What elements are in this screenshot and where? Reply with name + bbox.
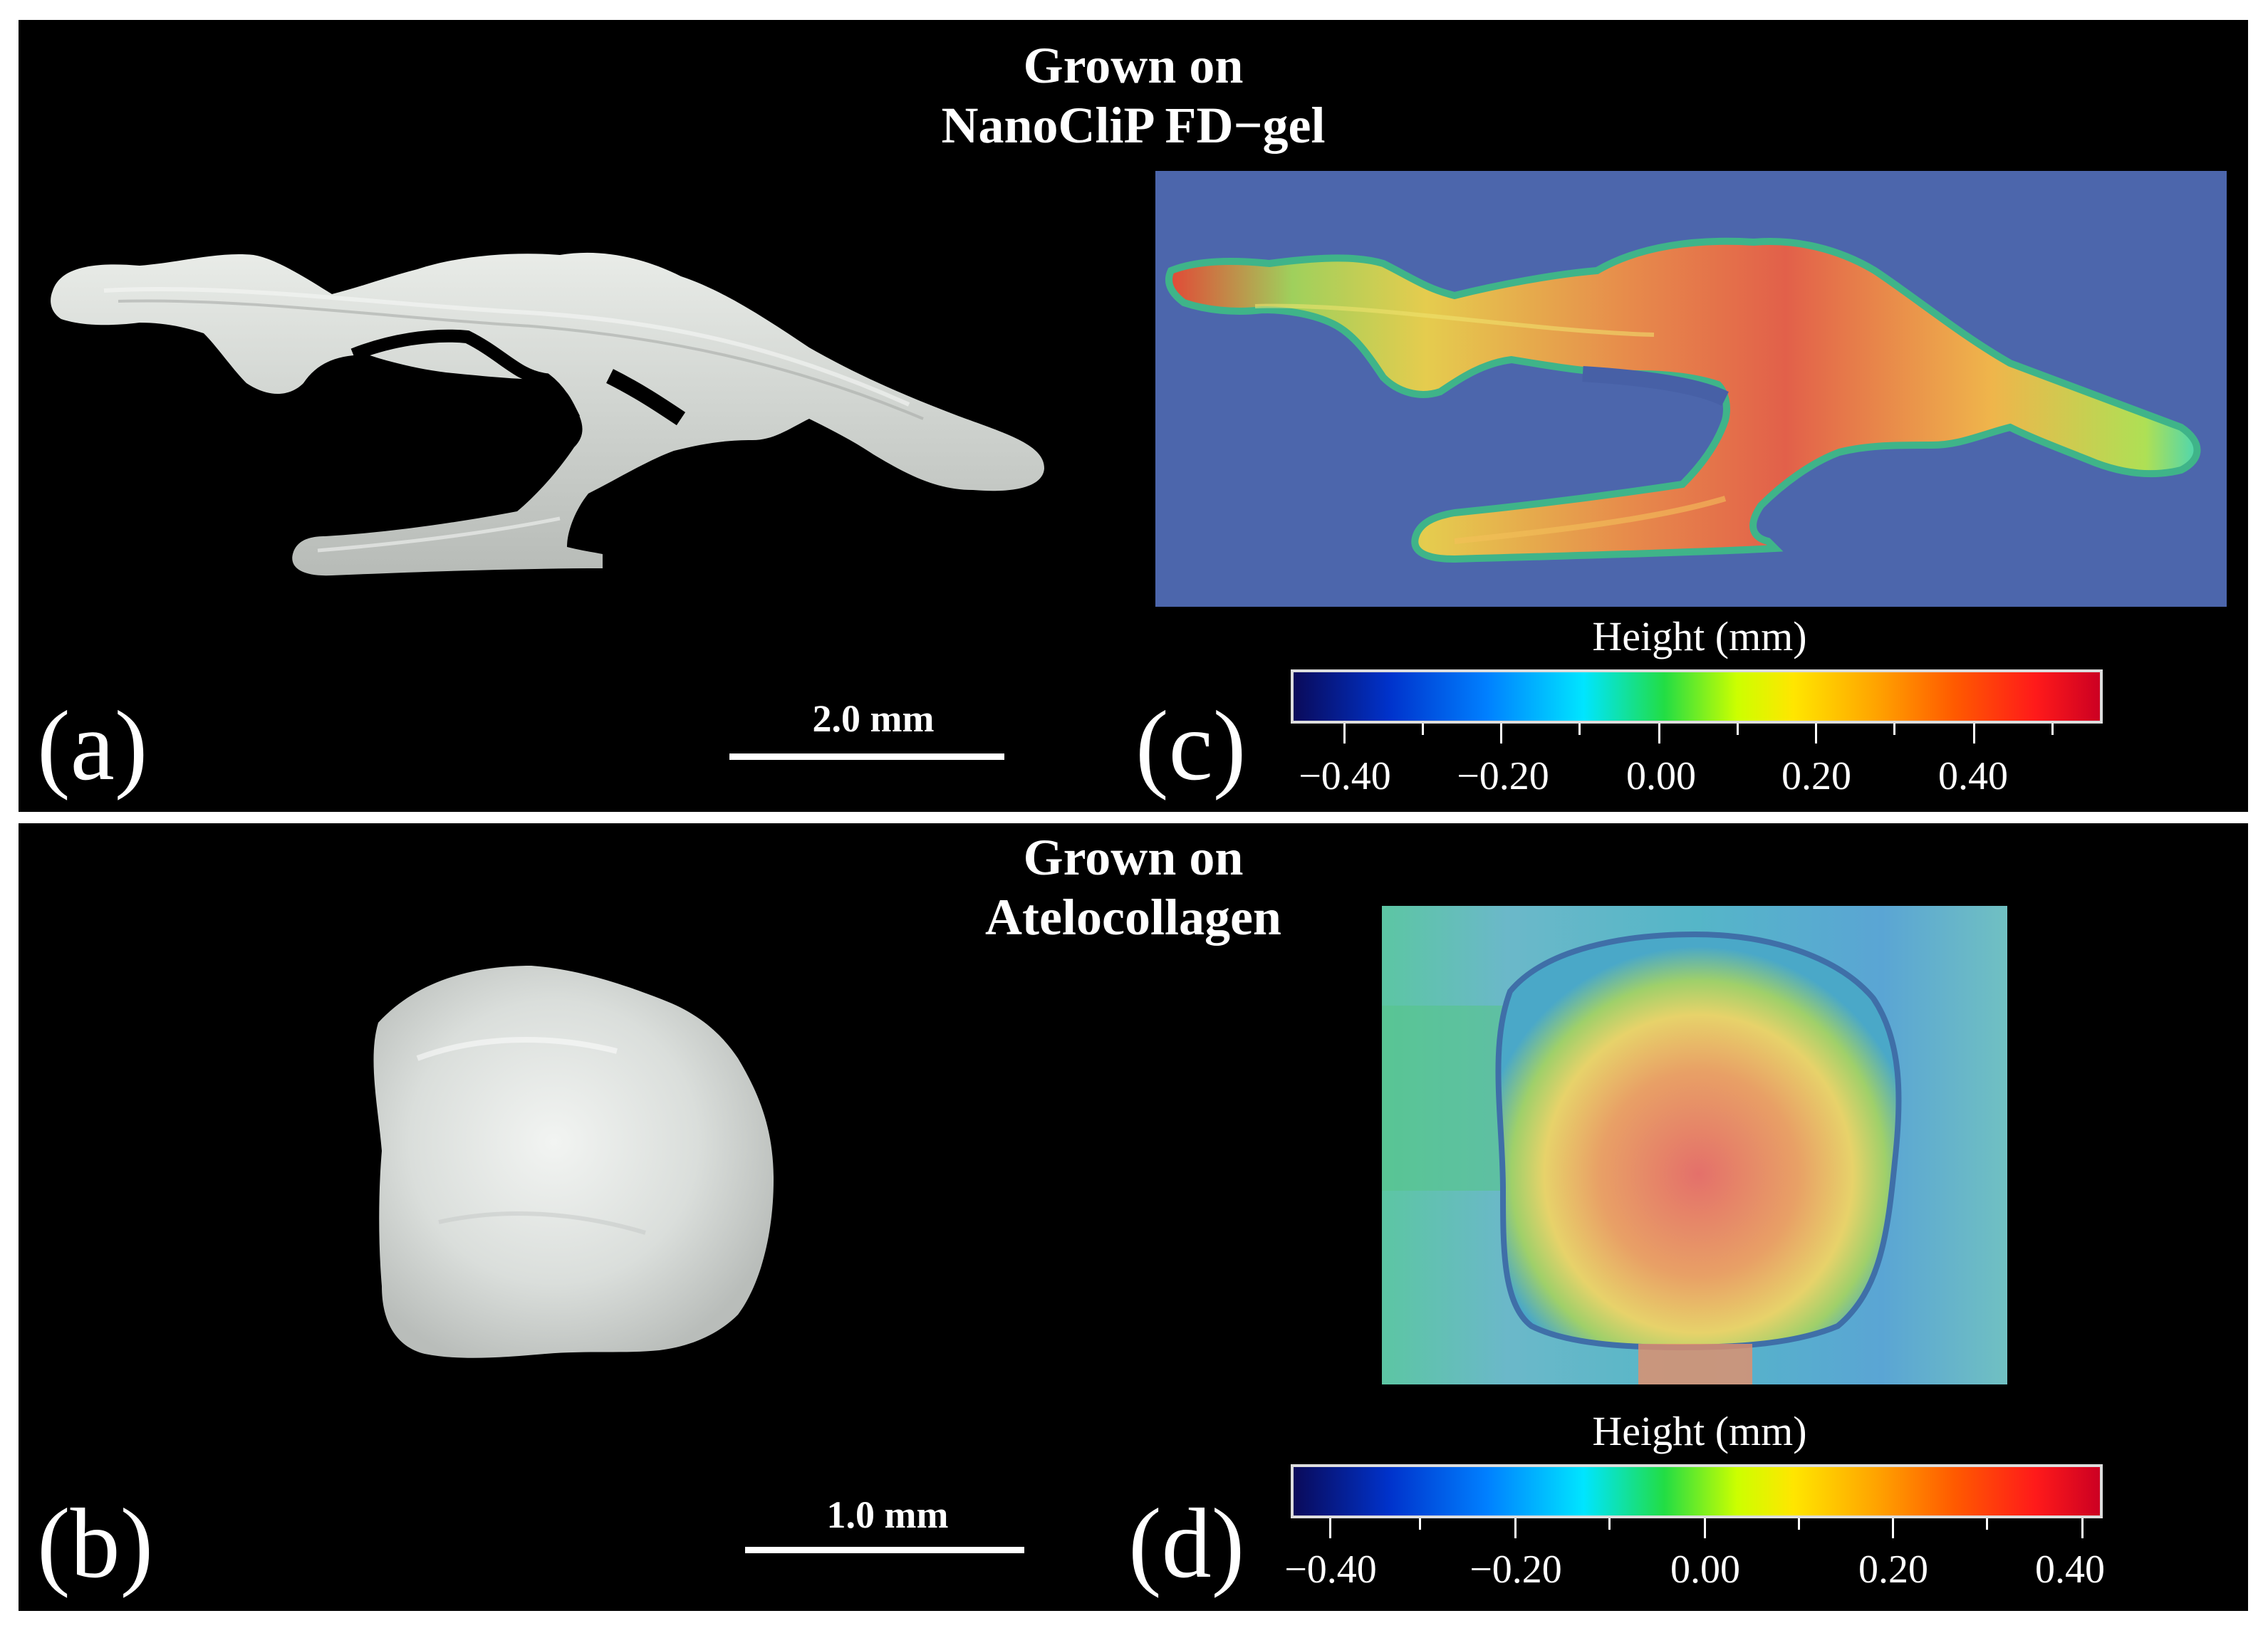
panel-title: Grown on Atelocollagen [19, 828, 2248, 947]
tissue-photo-b [373, 966, 774, 1358]
colorbar-tick [1973, 724, 1975, 744]
colorbar-tick-label: −0.20 [1469, 1548, 1562, 1592]
panel-label-d: (d) [1128, 1488, 1245, 1599]
colorbar-tick-label: 0.20 [1858, 1548, 1928, 1592]
colorbar-minor-tick [1422, 724, 1424, 735]
colorbar-tick-label: 0.00 [1670, 1548, 1740, 1592]
colorbar-tick-label: −0.20 [1457, 754, 1549, 798]
height-colorbar [1291, 669, 2103, 724]
colorbar-tick [1892, 1518, 1894, 1538]
panel-title: Grown on NanoCliP FD−gel [19, 36, 2248, 155]
colorbar-tick [2081, 1518, 2084, 1538]
colorbar-tick-label: 0.40 [1938, 754, 2008, 798]
colorbar-minor-tick [1608, 1518, 1611, 1530]
colorbar-tick-label: 0.40 [2035, 1548, 2105, 1592]
panel-label-b: (b) [37, 1488, 154, 1599]
colorbar-minor-tick [1578, 724, 1581, 735]
panel-label-c: (c) [1135, 691, 1247, 801]
colorbar-minor-tick [1986, 1518, 1988, 1530]
colorbar-title: Height (mm) [1592, 1408, 1807, 1454]
colorbar-tick [1514, 1518, 1517, 1538]
colorbar-title: Height (mm) [1592, 613, 1807, 659]
colorbar-minor-tick [2051, 724, 2054, 735]
scale-bar [745, 1547, 1024, 1553]
scale-bar-label: 1.0 mm [826, 1493, 949, 1536]
colorbar-tick-label: 0.00 [1626, 754, 1696, 798]
tissue-photo-a [51, 252, 1044, 576]
title-line-2: Atelocollagen [985, 889, 1281, 946]
colorbar-minor-tick [1737, 724, 1739, 735]
colorbar-tick-label: 0.20 [1781, 754, 1851, 798]
height-map-d [1382, 906, 2007, 1384]
colorbar-tick [1704, 1518, 1706, 1538]
colorbar-minor-tick [1798, 1518, 1800, 1530]
panel-atelocollagen: Grown on Atelocollagen [19, 823, 2248, 1611]
height-colorbar [1291, 1464, 2103, 1518]
title-line-1: Grown on [1023, 829, 1244, 886]
colorbar-tick-label: −0.40 [1284, 1548, 1377, 1592]
height-map-c [1155, 171, 2227, 607]
colorbar-minor-tick [1419, 1518, 1421, 1530]
scale-bar-label: 2.0 mm [812, 697, 935, 740]
colorbar-tick-label: −0.40 [1299, 754, 1391, 798]
title-line-2: NanoCliP FD−gel [941, 97, 1326, 154]
panel-nanoclip: Grown on NanoCliP FD−gel [19, 20, 2248, 812]
title-line-1: Grown on [1023, 37, 1244, 94]
scale-bar [729, 753, 1004, 760]
panel-label-a: (a) [37, 691, 148, 801]
colorbar-tick [1500, 724, 1502, 744]
colorbar-tick [1343, 724, 1346, 744]
colorbar-tick [1329, 1518, 1331, 1538]
colorbar-minor-tick [1893, 724, 1895, 735]
colorbar-tick [1658, 724, 1660, 744]
colorbar-tick [1815, 724, 1817, 744]
